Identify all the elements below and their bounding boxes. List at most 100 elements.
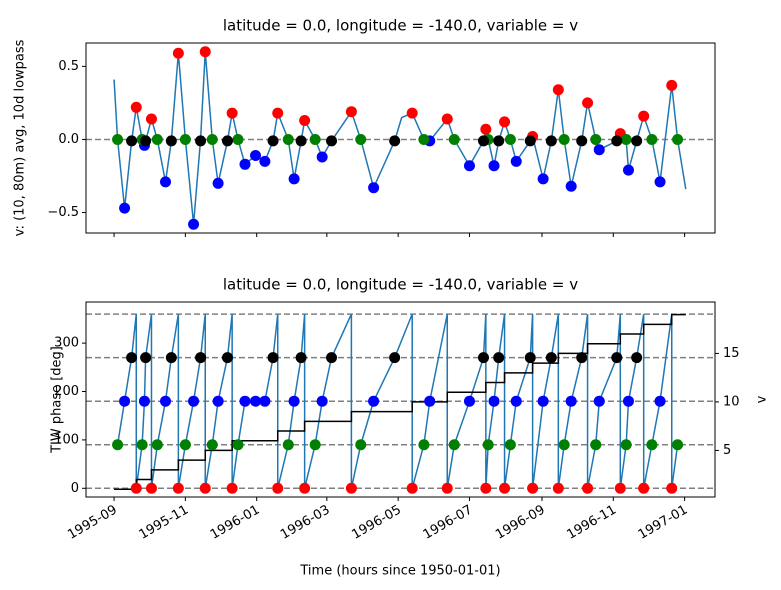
marker (138, 395, 150, 407)
marker (406, 482, 418, 494)
x-tick-label: 1996-07 (421, 503, 476, 543)
marker (524, 135, 536, 147)
marker (424, 395, 436, 407)
marker (199, 482, 211, 494)
marker (565, 395, 577, 407)
marker (126, 135, 138, 147)
chart-title: latitude = 0.0, longitude = -140.0, vari… (223, 276, 578, 294)
marker (545, 135, 557, 147)
axes: latitude = 0.0, longitude = -140.0, vari… (50, 276, 770, 579)
marker (309, 439, 321, 451)
marker (288, 173, 300, 185)
marker (226, 107, 238, 119)
marker (646, 439, 658, 451)
marker (206, 439, 218, 451)
marker (654, 395, 666, 407)
y-tick-label: 200 (54, 384, 79, 399)
marker (488, 160, 500, 172)
x-tick-label: 1996-01 (208, 503, 263, 543)
marker (345, 106, 357, 118)
chart-title: latitude = 0.0, longitude = -140.0, vari… (223, 17, 578, 35)
marker (611, 352, 623, 364)
marker (448, 133, 460, 145)
axes: latitude = 0.0, longitude = -140.0, vari… (13, 17, 716, 237)
marker (272, 482, 284, 494)
marker (119, 395, 131, 407)
marker (493, 135, 505, 147)
x-tick-label: 1995-11 (137, 503, 192, 543)
marker (499, 482, 511, 494)
marker (355, 439, 367, 451)
marker (160, 176, 172, 188)
marker (282, 133, 294, 145)
x-tick-label: 1996-09 (493, 503, 548, 543)
marker (510, 395, 522, 407)
y-tick-label: 100 (54, 432, 79, 447)
marker (126, 352, 138, 364)
marker (151, 133, 163, 145)
marker (188, 395, 200, 407)
marker (259, 395, 271, 407)
marker (195, 352, 207, 364)
marker (221, 135, 233, 147)
marker (355, 133, 367, 145)
marker (389, 352, 401, 364)
marker (552, 84, 564, 96)
axes-frame (85, 301, 716, 498)
x-tick-label: 1995-09 (65, 503, 120, 543)
marker (406, 107, 418, 119)
marker (172, 47, 184, 59)
y-tick-label: −0.5 (47, 205, 79, 220)
marker (195, 135, 207, 147)
y-axis-label: TIW phase [deg] (50, 346, 65, 454)
y-tick-label: 0.5 (58, 59, 79, 74)
marker (188, 218, 200, 230)
marker (558, 439, 570, 451)
y2-tick-label: 15 (723, 346, 740, 361)
marker (272, 107, 284, 119)
marker (448, 439, 460, 451)
marker (160, 395, 172, 407)
marker (316, 395, 328, 407)
marker (631, 135, 643, 147)
marker (480, 482, 492, 494)
y-axis-label: v: (10, 80m) avg, 10d lowpass (13, 39, 28, 236)
marker (165, 352, 177, 364)
marker (326, 352, 338, 364)
marker (239, 395, 251, 407)
marker (136, 439, 148, 451)
marker (558, 133, 570, 145)
marker (480, 123, 492, 135)
marker (576, 352, 588, 364)
marker (151, 439, 163, 451)
marker (504, 133, 516, 145)
y2-axis-label: v (755, 395, 770, 403)
marker (259, 155, 271, 167)
marker (672, 133, 684, 145)
marker (545, 352, 557, 364)
marker (179, 133, 191, 145)
marker (282, 439, 294, 451)
marker (614, 482, 626, 494)
marker (488, 395, 500, 407)
marker (463, 160, 475, 172)
marker (288, 395, 300, 407)
marker (565, 180, 577, 192)
marker (250, 150, 262, 162)
marker (239, 158, 251, 170)
marker (299, 482, 311, 494)
marker (368, 395, 380, 407)
x-tick-label: 1997-01 (636, 503, 691, 543)
marker (345, 482, 357, 494)
marker (478, 352, 490, 364)
marker (221, 352, 233, 364)
marker (389, 135, 401, 147)
marker (620, 133, 632, 145)
marker (638, 482, 650, 494)
marker (654, 176, 666, 188)
marker (112, 439, 124, 451)
marker (212, 177, 224, 189)
marker (441, 482, 453, 494)
marker (666, 79, 678, 91)
